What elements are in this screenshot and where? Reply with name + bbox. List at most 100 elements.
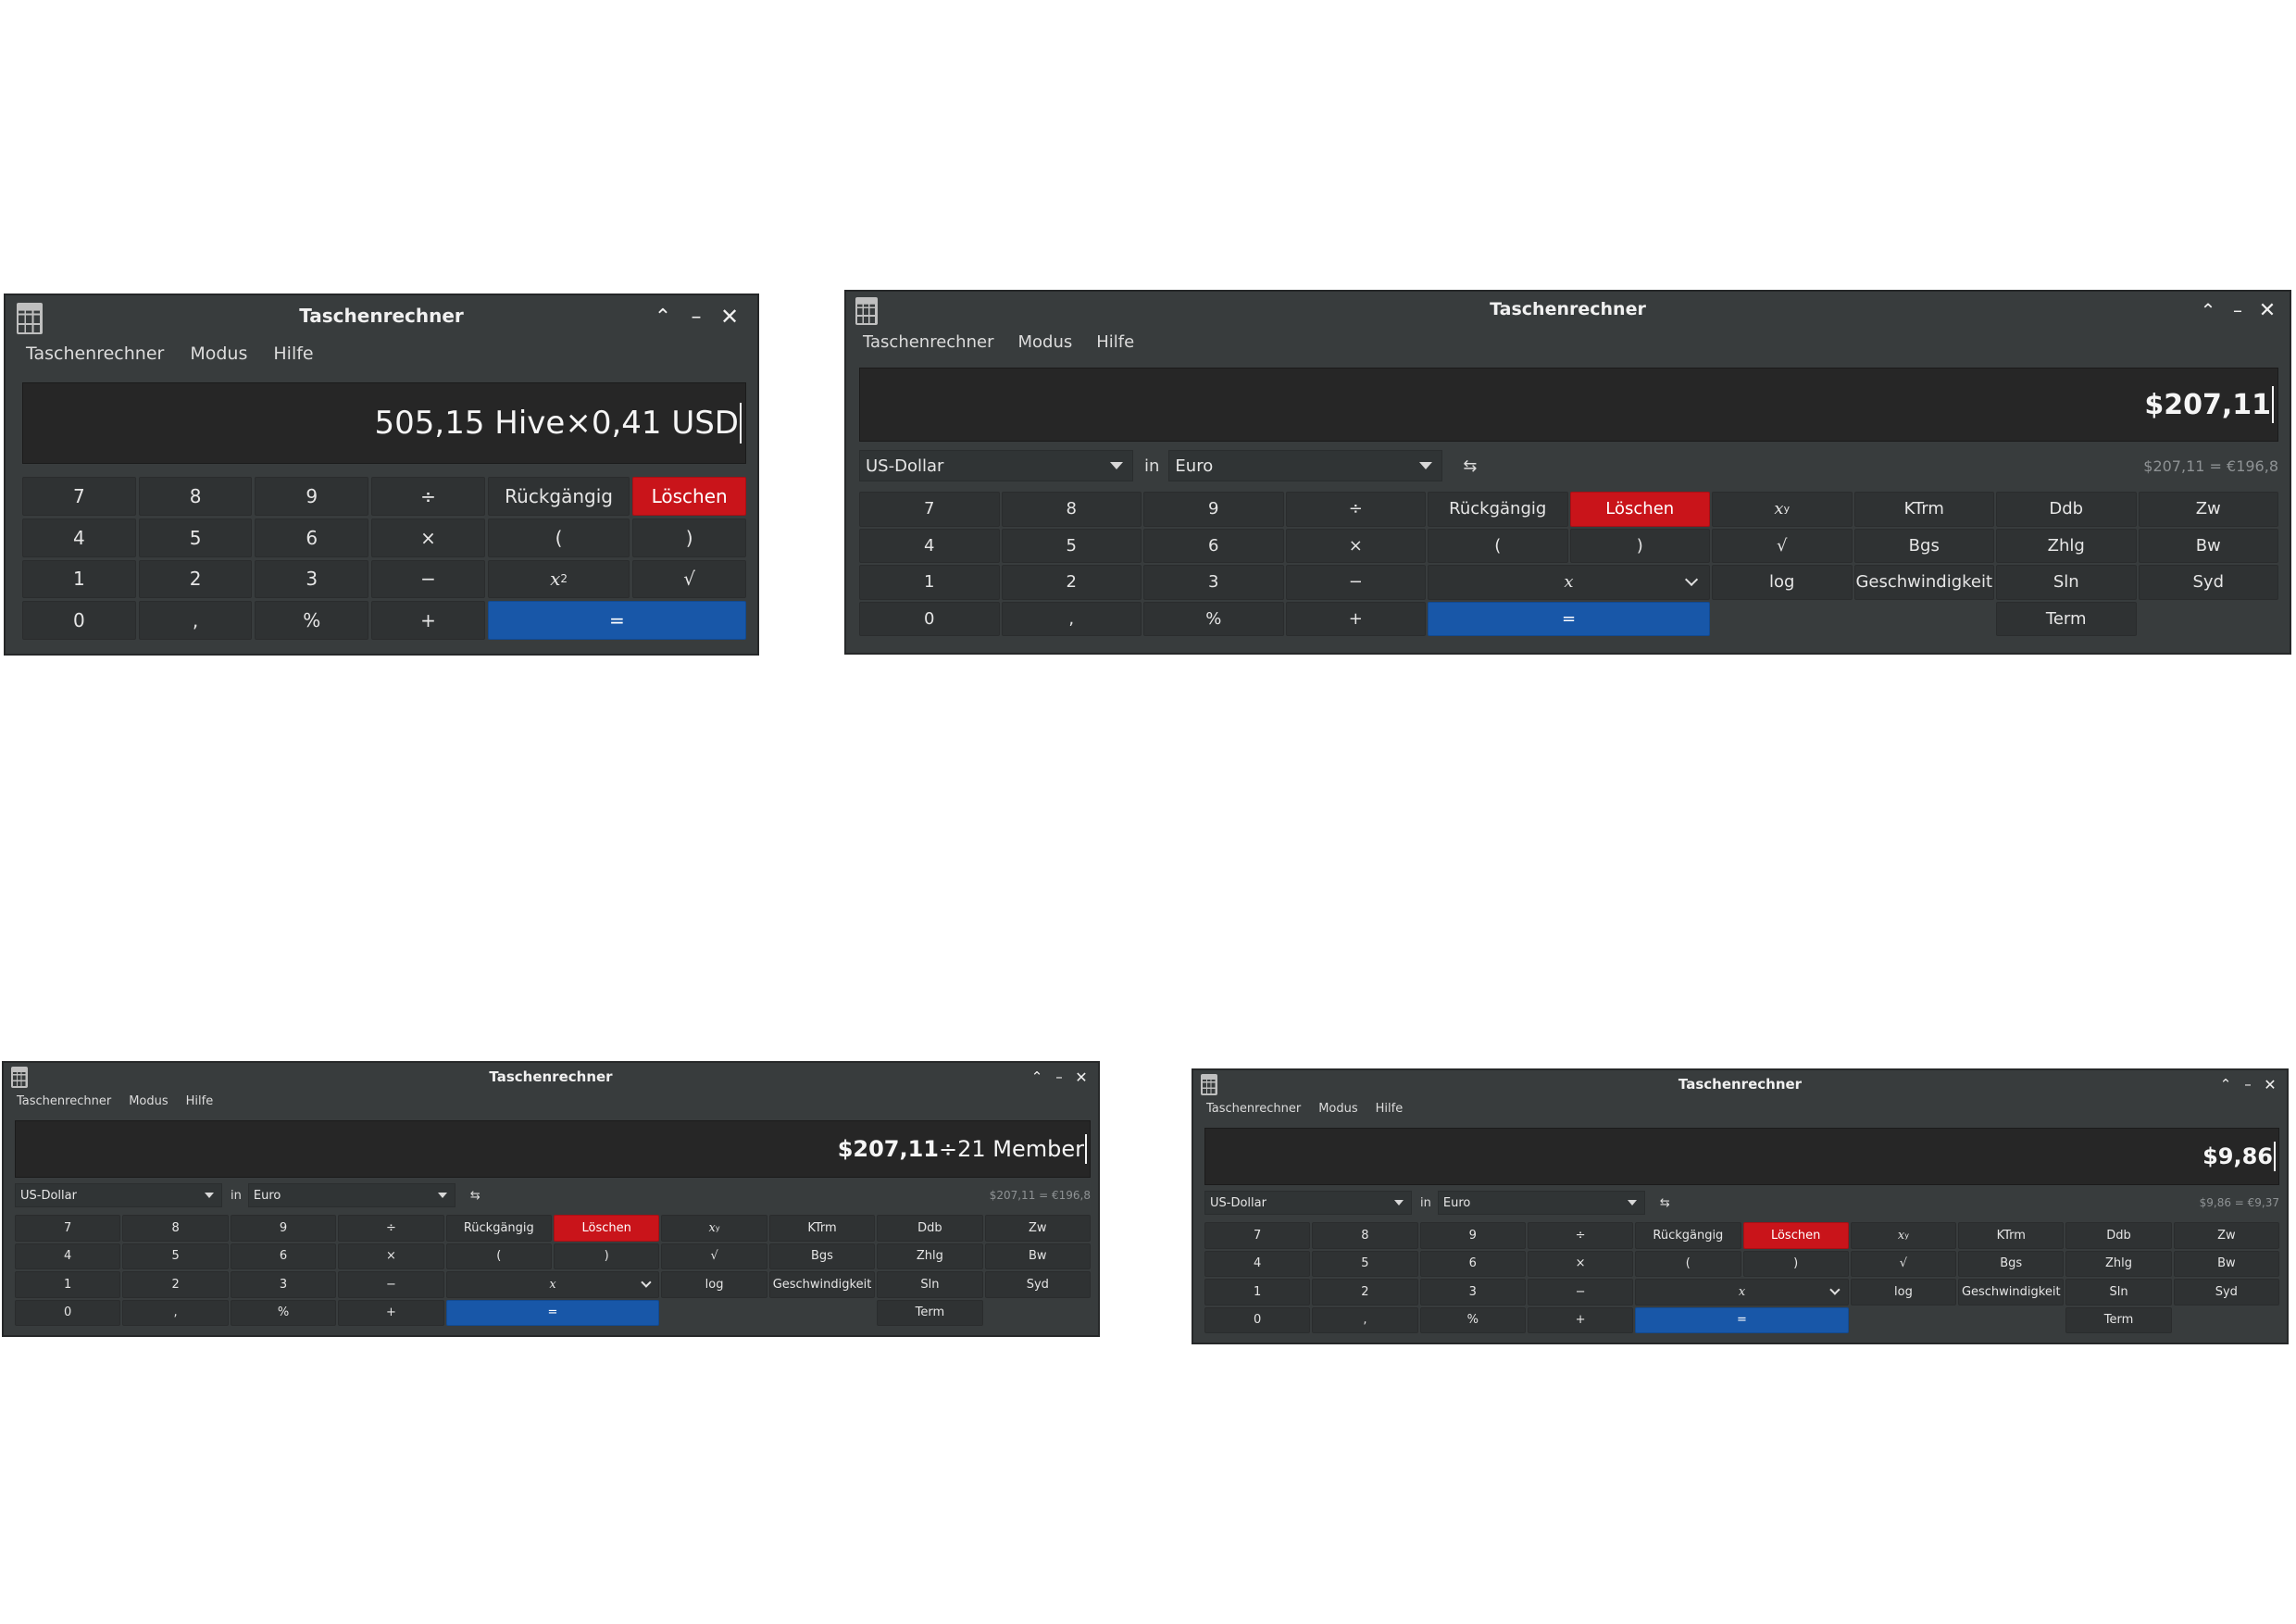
- key-9[interactable]: 9: [1419, 1222, 1526, 1249]
- key-zhlg[interactable]: Zhlg: [1996, 528, 2137, 563]
- key-1[interactable]: 1: [22, 559, 136, 599]
- key-3[interactable]: 3: [1143, 565, 1284, 600]
- key-ktrm[interactable]: KTrm: [1853, 492, 1994, 527]
- chevron-up-icon[interactable]: ⌃: [2200, 299, 2216, 321]
- close-icon[interactable]: ✕: [719, 304, 740, 330]
- key-4[interactable]: 4: [15, 1243, 121, 1269]
- equals-button[interactable]: =: [445, 1299, 660, 1326]
- key-bgs[interactable]: Bgs: [1958, 1250, 2065, 1277]
- expression-display[interactable]: $207,11÷21 Member: [15, 1120, 1091, 1178]
- undo-button[interactable]: Rückgängig: [1428, 492, 1568, 527]
- key-zw[interactable]: Zw: [2173, 1222, 2279, 1249]
- key-3[interactable]: 3: [1419, 1279, 1526, 1305]
- key-2[interactable]: 2: [1312, 1279, 1418, 1305]
- key-4[interactable]: 4: [859, 528, 1000, 563]
- menu-modus[interactable]: Modus: [1318, 1102, 1358, 1116]
- chevron-up-icon[interactable]: ⌃: [1030, 1068, 1043, 1085]
- close-icon[interactable]: ✕: [2258, 298, 2277, 322]
- key-multiply[interactable]: ×: [338, 1243, 444, 1269]
- key-3[interactable]: 3: [255, 559, 369, 599]
- key-divide[interactable]: ÷: [371, 477, 485, 516]
- key-sln[interactable]: Sln: [1996, 565, 2137, 600]
- key-paren-close[interactable]: ): [1742, 1250, 1849, 1277]
- clear-button[interactable]: Löschen: [554, 1215, 660, 1242]
- key-speed[interactable]: Geschwindigkeit: [768, 1271, 876, 1298]
- currency-from-dropdown[interactable]: US-Dollar: [15, 1183, 222, 1207]
- key-ddb[interactable]: Ddb: [2065, 1222, 2172, 1249]
- key-8[interactable]: 8: [122, 1215, 229, 1242]
- key-divide[interactable]: ÷: [1527, 1222, 1634, 1249]
- title-bar[interactable]: Taschenrechner ⌃ – ✕: [6, 295, 757, 338]
- title-bar[interactable]: Taschenrechner ⌃ – ✕: [1193, 1070, 2287, 1100]
- key-7[interactable]: 7: [859, 492, 1000, 527]
- key-9[interactable]: 9: [230, 1215, 337, 1242]
- clear-button[interactable]: Löschen: [632, 477, 746, 516]
- key-paren-close[interactable]: ): [554, 1243, 660, 1269]
- variable-x-dropdown[interactable]: x: [445, 1271, 660, 1298]
- equals-button[interactable]: =: [1428, 601, 1710, 636]
- key-log[interactable]: log: [661, 1271, 767, 1298]
- menu-taschenrechner[interactable]: Taschenrechner: [863, 332, 994, 352]
- menu-modus[interactable]: Modus: [1017, 332, 1073, 352]
- key-6[interactable]: 6: [255, 518, 369, 557]
- currency-from-dropdown[interactable]: US-Dollar: [859, 450, 1133, 481]
- menu-taschenrechner[interactable]: Taschenrechner: [1206, 1102, 1302, 1116]
- menu-modus[interactable]: Modus: [129, 1094, 168, 1108]
- minimize-icon[interactable]: –: [1055, 1068, 1063, 1085]
- key-percent[interactable]: %: [255, 601, 369, 640]
- currency-from-dropdown[interactable]: US-Dollar: [1204, 1191, 1412, 1215]
- key-5[interactable]: 5: [138, 518, 253, 557]
- key-sln[interactable]: Sln: [2065, 1279, 2172, 1305]
- key-8[interactable]: 8: [1312, 1222, 1418, 1249]
- currency-to-dropdown[interactable]: Euro: [247, 1183, 455, 1207]
- clear-button[interactable]: Löschen: [1742, 1222, 1849, 1249]
- key-1[interactable]: 1: [1204, 1279, 1311, 1305]
- key-sln[interactable]: Sln: [877, 1271, 983, 1298]
- key-sqrt[interactable]: √: [1850, 1250, 1957, 1277]
- equals-button[interactable]: =: [1635, 1306, 1849, 1333]
- key-bw[interactable]: Bw: [984, 1243, 1091, 1269]
- key-2[interactable]: 2: [138, 559, 253, 599]
- menu-hilfe[interactable]: Hilfe: [185, 1094, 214, 1108]
- key-zw[interactable]: Zw: [984, 1215, 1091, 1242]
- key-term[interactable]: Term: [877, 1299, 983, 1326]
- key-ktrm[interactable]: KTrm: [768, 1215, 876, 1242]
- menu-hilfe[interactable]: Hilfe: [1375, 1102, 1404, 1116]
- key-ktrm[interactable]: KTrm: [1958, 1222, 2065, 1249]
- clear-button[interactable]: Löschen: [1569, 492, 1710, 527]
- key-divide[interactable]: ÷: [338, 1215, 444, 1242]
- key-7[interactable]: 7: [15, 1215, 121, 1242]
- key-5[interactable]: 5: [122, 1243, 229, 1269]
- key-plus[interactable]: +: [338, 1299, 444, 1326]
- key-sqrt[interactable]: √: [1712, 528, 1853, 563]
- key-4[interactable]: 4: [22, 518, 136, 557]
- expression-display[interactable]: $9,86: [1204, 1128, 2279, 1185]
- close-icon[interactable]: ✕: [2264, 1075, 2277, 1093]
- key-minus[interactable]: −: [1285, 565, 1426, 600]
- undo-button[interactable]: Rückgängig: [1635, 1222, 1741, 1249]
- key-divide[interactable]: ÷: [1285, 492, 1426, 527]
- key-minus[interactable]: −: [1527, 1279, 1634, 1305]
- expression-display[interactable]: $207,11: [859, 368, 2278, 442]
- key-8[interactable]: 8: [1001, 492, 1142, 527]
- key-5[interactable]: 5: [1001, 528, 1142, 563]
- minimize-icon[interactable]: –: [691, 305, 702, 329]
- key-bgs[interactable]: Bgs: [768, 1243, 876, 1269]
- menu-modus[interactable]: Modus: [190, 344, 248, 364]
- key-speed[interactable]: Geschwindigkeit: [1958, 1279, 2065, 1305]
- key-paren-open[interactable]: (: [1428, 528, 1568, 563]
- key-log[interactable]: log: [1850, 1279, 1957, 1305]
- key-comma[interactable]: ,: [1001, 601, 1142, 636]
- key-7[interactable]: 7: [1204, 1222, 1311, 1249]
- key-comma[interactable]: ,: [122, 1299, 229, 1326]
- key-multiply[interactable]: ×: [371, 518, 485, 557]
- key-9[interactable]: 9: [1143, 492, 1284, 527]
- key-7[interactable]: 7: [22, 477, 136, 516]
- key-paren-open[interactable]: (: [487, 518, 630, 557]
- swap-currencies-icon[interactable]: ⇆: [1659, 1195, 1670, 1210]
- key-1[interactable]: 1: [15, 1271, 121, 1298]
- key-percent[interactable]: %: [1143, 601, 1284, 636]
- key-paren-open[interactable]: (: [445, 1243, 552, 1269]
- key-percent[interactable]: %: [230, 1299, 337, 1326]
- key-multiply[interactable]: ×: [1285, 528, 1426, 563]
